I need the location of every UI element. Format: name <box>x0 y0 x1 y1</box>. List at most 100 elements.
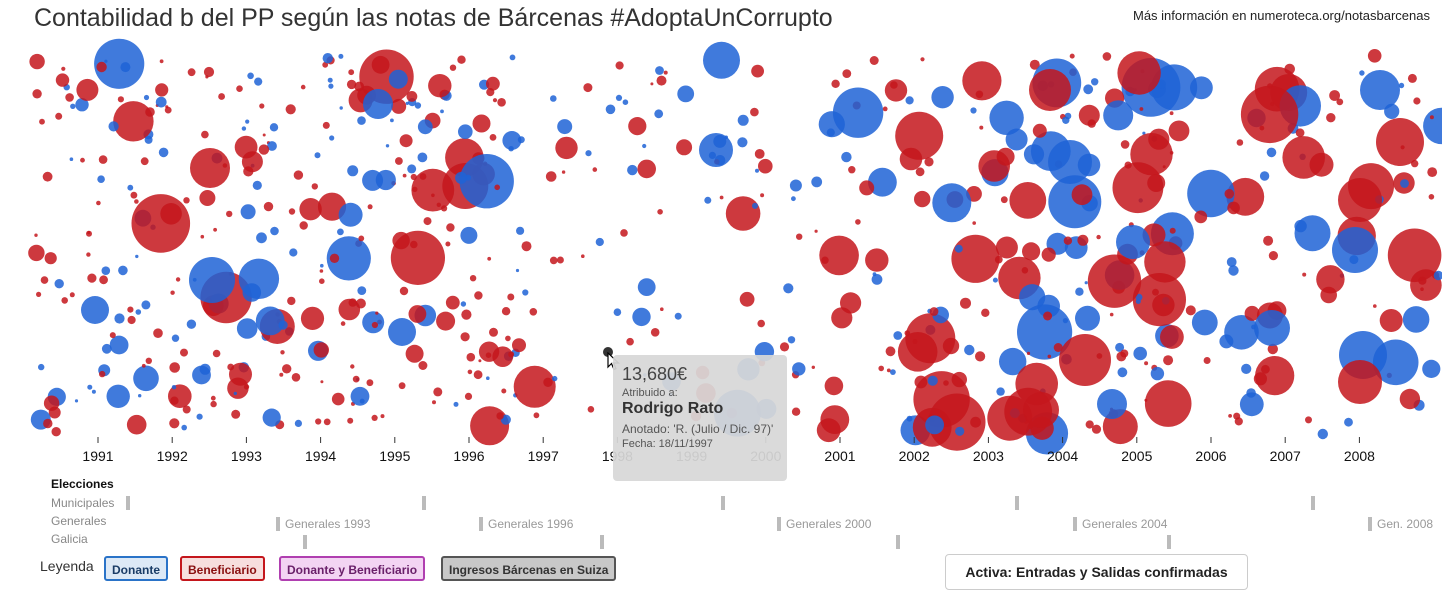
bubble[interactable] <box>841 151 852 163</box>
bubble[interactable] <box>1338 360 1382 404</box>
bubble[interactable] <box>1029 59 1040 70</box>
bubble[interactable] <box>466 352 476 362</box>
bubble[interactable] <box>1282 136 1325 179</box>
bubble[interactable] <box>338 202 363 227</box>
bubble[interactable] <box>886 368 891 373</box>
bubble[interactable] <box>453 401 459 407</box>
bubble[interactable] <box>637 278 656 296</box>
bubble[interactable] <box>975 351 986 362</box>
bubble[interactable] <box>655 66 664 75</box>
bubble[interactable] <box>585 150 592 157</box>
bubble[interactable] <box>1069 53 1075 59</box>
bubble[interactable] <box>155 96 167 108</box>
bubble[interactable] <box>1317 428 1329 440</box>
bubble[interactable] <box>1428 194 1435 200</box>
bubble[interactable] <box>326 236 371 281</box>
bubble[interactable] <box>955 426 965 436</box>
bubble[interactable] <box>1398 82 1405 89</box>
bubble[interactable] <box>489 327 498 337</box>
bubble[interactable] <box>1332 227 1378 273</box>
bubble[interactable] <box>1228 414 1232 418</box>
bubble[interactable] <box>1102 52 1112 61</box>
bubble[interactable] <box>190 148 230 188</box>
bubble[interactable] <box>262 408 281 427</box>
bubble[interactable] <box>814 229 818 233</box>
bubble[interactable] <box>423 217 432 226</box>
bubble[interactable] <box>1228 265 1239 276</box>
bubble[interactable] <box>231 409 241 419</box>
bubble[interactable] <box>501 388 507 394</box>
bubble[interactable] <box>628 117 647 136</box>
bubble[interactable] <box>507 293 515 301</box>
bubble[interactable] <box>181 424 187 431</box>
bubble[interactable] <box>282 364 292 374</box>
bubble[interactable] <box>32 89 42 99</box>
bubble[interactable] <box>299 198 322 221</box>
bubble[interactable] <box>1135 299 1141 304</box>
bubble[interactable] <box>255 306 285 336</box>
bubble[interactable] <box>656 75 667 86</box>
bubble[interactable] <box>654 109 664 119</box>
bubble[interactable] <box>263 201 274 212</box>
bubble[interactable] <box>549 256 558 265</box>
bubble[interactable] <box>170 396 179 405</box>
bubble[interactable] <box>269 123 279 132</box>
bubble[interactable] <box>865 248 889 272</box>
bubble[interactable] <box>751 64 764 78</box>
bubble[interactable] <box>1112 162 1164 214</box>
bubble[interactable] <box>1344 417 1353 427</box>
bubble[interactable] <box>196 413 203 420</box>
bubble[interactable] <box>87 273 97 283</box>
hovered-bubble[interactable] <box>603 347 613 357</box>
bubble[interactable] <box>449 64 457 71</box>
bubble[interactable] <box>127 306 134 313</box>
bubble[interactable] <box>1091 424 1102 434</box>
bubble[interactable] <box>979 125 984 130</box>
bubble[interactable] <box>355 298 366 309</box>
bubble[interactable] <box>1117 51 1161 95</box>
bubble[interactable] <box>428 74 452 98</box>
bubble[interactable] <box>350 386 370 406</box>
bubble[interactable] <box>262 133 266 137</box>
bubble[interactable] <box>44 252 57 265</box>
bubble[interactable] <box>737 114 749 126</box>
bubble[interactable] <box>522 289 529 296</box>
bubble[interactable] <box>43 395 60 411</box>
bubble[interactable] <box>848 166 856 174</box>
bubble[interactable] <box>135 254 139 259</box>
bubble[interactable] <box>385 144 390 148</box>
bubble[interactable] <box>458 124 473 139</box>
bubble[interactable] <box>556 256 564 264</box>
bubble[interactable] <box>557 119 573 135</box>
bubble[interactable] <box>459 154 514 209</box>
bubble[interactable] <box>1169 111 1174 116</box>
bubble[interactable] <box>436 202 441 207</box>
bubble[interactable] <box>791 407 801 416</box>
bubble[interactable] <box>972 221 976 225</box>
bubble[interactable] <box>1359 70 1365 76</box>
bubble[interactable] <box>1163 355 1174 366</box>
legend-suiza-button[interactable]: Ingresos Bárcenas en Suiza <box>441 556 617 581</box>
bubble[interactable] <box>238 258 280 299</box>
bubble[interactable] <box>408 305 427 323</box>
bubble[interactable] <box>258 144 270 155</box>
bubble[interactable] <box>104 59 108 63</box>
bubble[interactable] <box>783 283 794 294</box>
bubble[interactable] <box>613 308 622 317</box>
bubble[interactable] <box>327 77 333 83</box>
bubble[interactable] <box>543 377 553 387</box>
bubble[interactable] <box>521 241 532 252</box>
bubble[interactable] <box>1266 147 1277 158</box>
bubble[interactable] <box>108 121 119 132</box>
bubble[interactable] <box>1075 287 1084 296</box>
bubble[interactable] <box>1096 234 1101 240</box>
bubble[interactable] <box>175 277 181 282</box>
bubble[interactable] <box>1402 306 1430 333</box>
bubble[interactable] <box>445 241 451 247</box>
bubble[interactable] <box>464 392 473 400</box>
bubble[interactable] <box>328 83 334 89</box>
bubble[interactable] <box>388 69 408 89</box>
bubble[interactable] <box>236 318 258 339</box>
bubble[interactable] <box>502 416 507 421</box>
bubble[interactable] <box>432 400 436 405</box>
